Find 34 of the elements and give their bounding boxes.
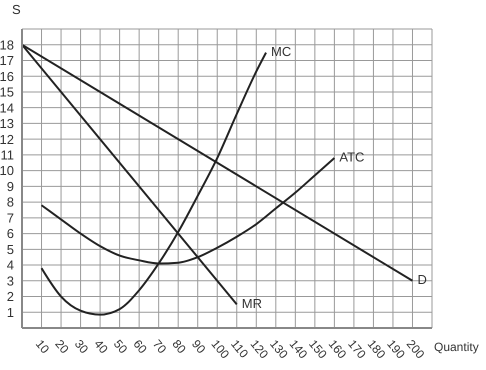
y-tick-label: 7	[6, 210, 14, 226]
x-tick-label: 200	[404, 336, 428, 362]
x-axis-title: Quantity	[434, 340, 479, 354]
series-label: MR	[242, 296, 262, 311]
y-tick-label: 6	[6, 226, 14, 242]
y-tick-label: 4	[6, 258, 14, 273]
y-tick-label: 12	[0, 132, 14, 147]
x-tick-label: 40	[91, 336, 111, 356]
x-tick-label: 70	[150, 336, 170, 356]
y-tick-label: 14	[0, 100, 14, 116]
series-label: D	[417, 272, 427, 288]
y-tick-label: 9	[6, 178, 14, 194]
x-tick-label: 80	[169, 336, 189, 356]
x-tick-label: 50	[110, 336, 130, 356]
x-tick-label: 10	[32, 336, 52, 356]
y-tick-label: 8	[6, 194, 14, 210]
x-tick-label: 30	[72, 336, 92, 356]
y-tick-label: 15	[0, 84, 14, 100]
y-tick-label: 13	[0, 116, 14, 132]
y-tick-label: 2	[6, 289, 14, 304]
y-tick-label: 5	[6, 242, 14, 257]
y-tick-label: 10	[0, 163, 14, 178]
y-tick-label: 11	[0, 148, 14, 163]
y-tick-label: 1	[6, 304, 14, 320]
series-label: ATC	[339, 149, 364, 164]
y-tick-label: 16	[0, 68, 14, 84]
y-tick-label: 17	[0, 53, 14, 68]
y-tick-label: 3	[6, 273, 14, 288]
series-label: MC	[271, 44, 292, 60]
x-tick-label: 90	[188, 336, 208, 356]
y-tick-label: 18	[0, 37, 14, 52]
x-tick-label: 20	[52, 336, 72, 356]
y-axis-title: S	[12, 2, 21, 17]
x-tick-label: 60	[130, 336, 150, 356]
